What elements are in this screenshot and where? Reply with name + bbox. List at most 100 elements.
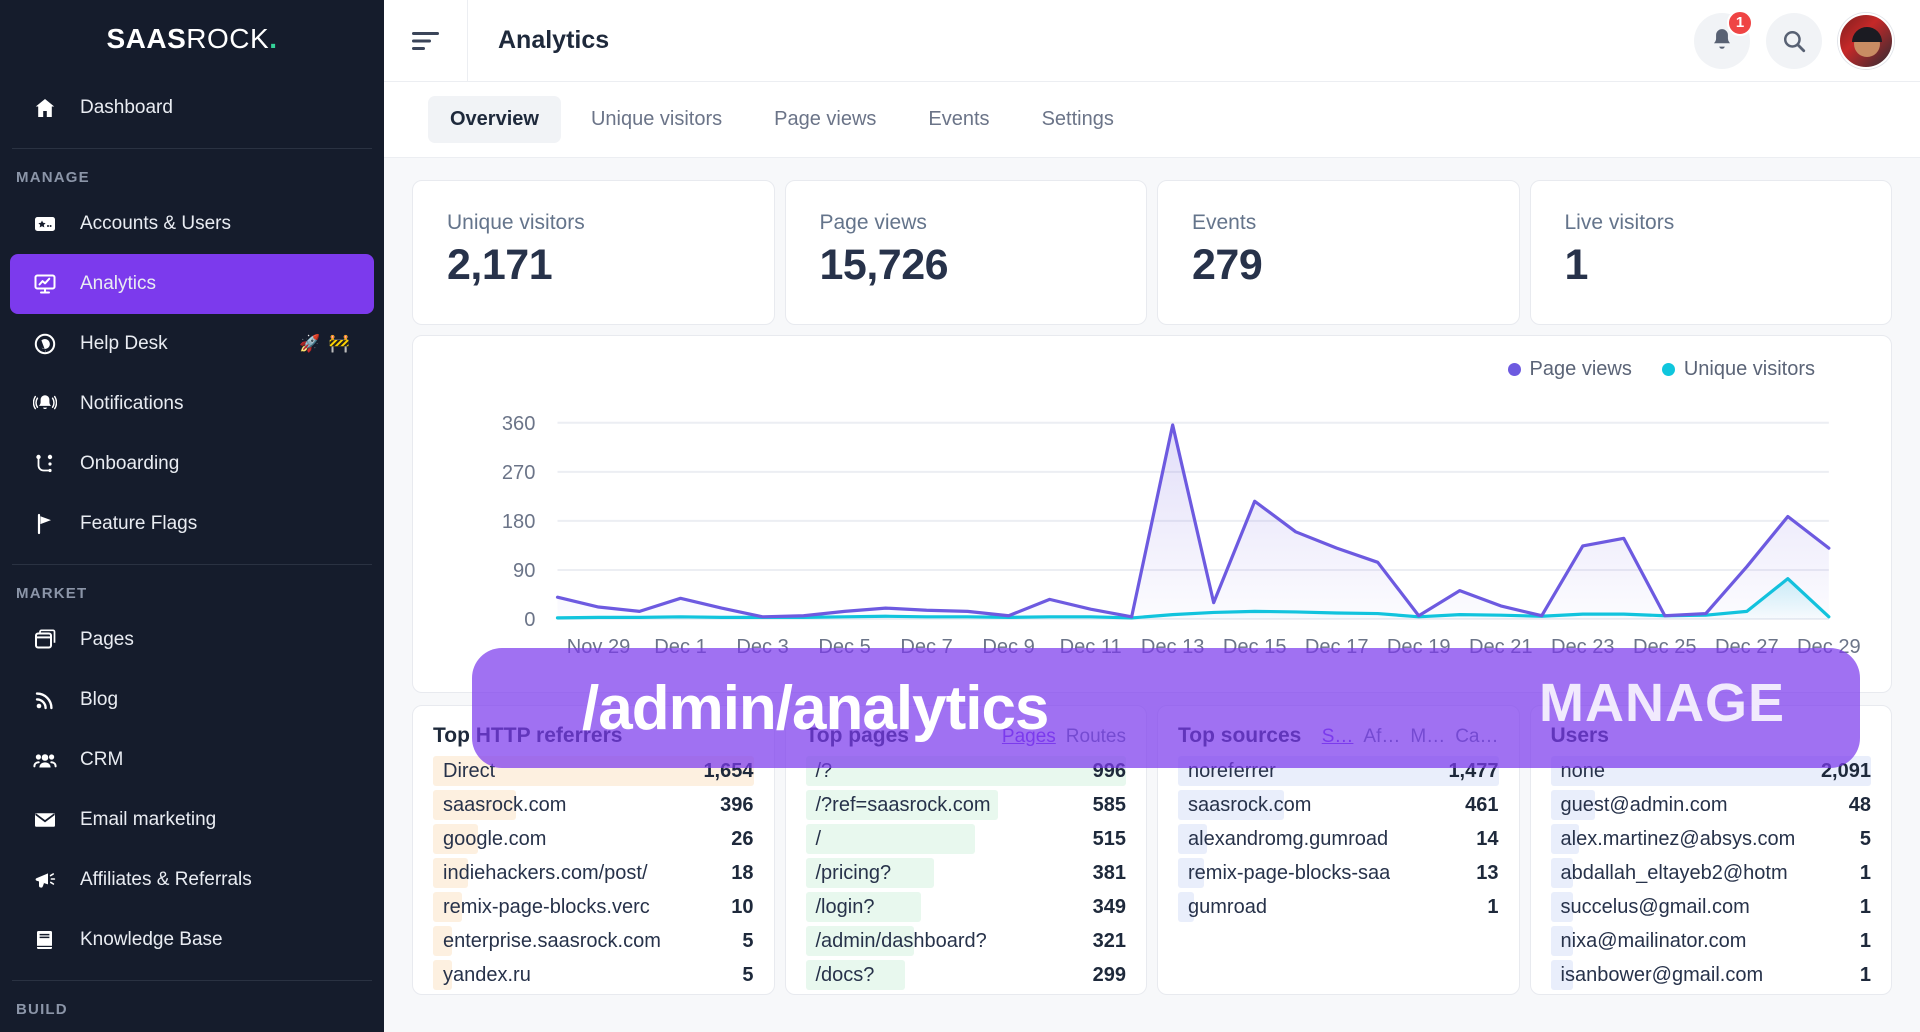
sidebar-item-help-desk[interactable]: Help Desk 🚀 🚧 — [10, 314, 374, 374]
list-item-bar — [1550, 892, 1573, 922]
sidebar-item-email-marketing[interactable]: Email marketing — [10, 790, 374, 850]
sidebar-divider — [12, 564, 372, 565]
list-item[interactable]: yandex.ru 5 — [433, 958, 754, 992]
list-item-bar — [1550, 824, 1580, 854]
list-item-bar — [1178, 858, 1204, 888]
list-item-bar — [805, 892, 921, 922]
sidebar-item-entities[interactable]: Entities — [10, 1026, 374, 1032]
list-item[interactable]: /pricing? 381 — [805, 856, 1126, 890]
sidebar-item-pages[interactable]: Pages — [10, 610, 374, 670]
chart-x-tick-label: Dec 15 — [1223, 636, 1287, 658]
panel-header: Users — [1551, 724, 1872, 748]
list-item[interactable]: google.com 26 — [433, 822, 754, 856]
sidebar-divider — [12, 980, 372, 981]
list-item-bar — [805, 790, 998, 820]
hamburger-icon[interactable] — [384, 0, 468, 82]
traffic-line-chart: 0 90 180 270 360 Nov 29 Dec 1 Dec 3 Dec 5 Dec 7 De… — [502, 413, 1861, 658]
legend-item-page-views[interactable]: Page views — [1507, 358, 1632, 381]
list-item[interactable]: /?ref=saasrock.com 585 — [805, 788, 1126, 822]
panel-top-sources: Top sources S… Af… M… Ca… noreferrer 1,477 saas… — [1157, 705, 1520, 995]
list-item[interactable]: gumroad 1 — [1178, 890, 1499, 924]
sidebar-item-analytics[interactable]: Analytics — [10, 254, 374, 314]
list-item[interactable]: abdallah_eltayeb2@hotm 1 — [1550, 856, 1871, 890]
sidebar-item-label: Feature Flags — [80, 513, 198, 534]
chart-y-tick-label: 180 — [502, 511, 535, 533]
tab-events[interactable]: Events — [928, 108, 990, 130]
stat-card-label: Page views — [819, 211, 927, 234]
list-item-label: nixa@mailinator.com — [1560, 929, 1747, 952]
notifications-button[interactable]: 1 — [1694, 9, 1753, 69]
chart-plot-area: 0 90 180 270 360 Nov 29 Dec 1 Dec 3 Dec 5 Dec 7 De… — [439, 387, 1865, 667]
sidebar-item-crm[interactable]: CRM — [10, 730, 374, 790]
list-item-value: 461 — [1465, 793, 1499, 816]
sidebar-item-onboarding[interactable]: Onboarding — [10, 434, 374, 494]
list-item-value: 5 — [1859, 827, 1871, 850]
brand-logo[interactable]: SAAS ROCK. — [0, 0, 384, 78]
sidebar-item-affiliates-referrals[interactable]: Affiliates & Referrals — [10, 850, 374, 910]
list-item-label: /login? — [815, 895, 875, 918]
legend-item-unique-visitors[interactable]: Unique visitors — [1661, 358, 1815, 381]
tab-unique-visitors[interactable]: Unique visitors — [590, 108, 723, 130]
sidebar-item-knowledge-base[interactable]: Knowledge Base — [10, 910, 374, 970]
tab-overview[interactable]: Overview — [428, 96, 561, 143]
stat-card-live-visitors: Live visitors 1 — [1529, 180, 1892, 325]
traffic-chart-card: Page views Unique visitors 0 90 180 270 360 No… — [412, 335, 1892, 693]
list-item[interactable]: Direct 1,654 — [433, 754, 754, 788]
list-item[interactable]: noreferrer 1,477 — [1178, 754, 1499, 788]
panel-tab[interactable]: M… — [1410, 726, 1446, 747]
sidebar-item-notifications[interactable]: Notifications — [10, 374, 374, 434]
list-item[interactable]: succelus@gmail.com 1 — [1550, 890, 1871, 924]
list-item-value: 1 — [1859, 861, 1871, 884]
top-bar: Analytics 1 — [384, 0, 1920, 82]
envelope-icon — [32, 807, 58, 833]
list-item[interactable]: remix-page-blocks-saa 13 — [1178, 856, 1499, 890]
list-item[interactable]: saasrock.com 461 — [1178, 788, 1499, 822]
list-item[interactable]: enterprise.saasrock.com 5 — [433, 924, 754, 958]
list-item-value: 26 — [731, 827, 754, 850]
list-item-label: remix-page-blocks-saa — [1188, 861, 1391, 884]
tab-settings[interactable]: Settings — [1041, 108, 1114, 130]
sidebar-item-label: Knowledge Base — [80, 929, 223, 950]
sidebar-item-accounts-users[interactable]: Accounts & Users — [10, 194, 374, 254]
search-button[interactable] — [1766, 12, 1822, 69]
list-item[interactable]: / 515 — [805, 822, 1126, 856]
list-item-label: remix-page-blocks.verc — [443, 895, 650, 918]
list-item-label: none — [1560, 759, 1606, 782]
chart-x-tick-label: Dec 17 — [1305, 636, 1369, 658]
brand-dot: . — [269, 23, 278, 54]
tab-page-views[interactable]: Page views — [774, 108, 877, 130]
presentation-chart-icon — [32, 271, 58, 297]
panel-tab[interactable]: Af… — [1363, 726, 1401, 747]
list-item[interactable]: nixa@mailinator.com 1 — [1550, 924, 1871, 958]
avatar[interactable] — [1838, 12, 1894, 69]
panel-tab[interactable]: S… — [1321, 726, 1354, 747]
list-item-label: /? — [815, 759, 833, 782]
sidebar-item-trailing-emoji: 🚀 🚧 — [298, 334, 352, 353]
panel-tab[interactable]: Routes — [1065, 726, 1126, 747]
flag-icon — [32, 511, 58, 537]
list-item-label: enterprise.saasrock.com — [443, 929, 661, 952]
sidebar-item-dashboard[interactable]: Dashboard — [10, 78, 374, 138]
list-item[interactable]: indiehackers.com/post/18 — [433, 856, 754, 890]
main-area: Analytics 1 — [384, 0, 1920, 1032]
notifications-badge: 1 — [1727, 9, 1753, 36]
list-item[interactable]: /? 996 — [805, 754, 1126, 788]
panel-tab[interactable]: Pages — [1001, 726, 1056, 747]
panel-tab[interactable]: Ca… — [1455, 726, 1499, 747]
list-item[interactable]: isanbower@gmail.com 1 — [1550, 958, 1871, 992]
sidebar-item-blog[interactable]: Blog — [10, 670, 374, 730]
list-item[interactable]: /login? 349 — [805, 890, 1126, 924]
list-item[interactable]: remix-page-blocks.verc 10 — [433, 890, 754, 924]
panel-tab-group: Pages Routes — [1002, 726, 1126, 748]
list-item[interactable]: /docs? 299 — [805, 958, 1126, 992]
list-item[interactable]: /admin/dashboard? 321 — [805, 924, 1126, 958]
list-item[interactable]: saasrock.com 396 — [433, 788, 754, 822]
list-item-bar — [1178, 824, 1207, 854]
list-item-value: 5 — [742, 963, 754, 986]
list-item[interactable]: alex.martinez@absys.com 5 — [1550, 822, 1871, 856]
list-item[interactable]: none 2,091 — [1550, 754, 1871, 788]
list-item[interactable]: alexandromg.gumroad 14 — [1178, 822, 1499, 856]
sidebar-item-feature-flags[interactable]: Feature Flags — [10, 494, 374, 554]
list-item[interactable]: guest@admin.com 48 — [1550, 788, 1871, 822]
list-item-label: google.com — [443, 827, 547, 850]
